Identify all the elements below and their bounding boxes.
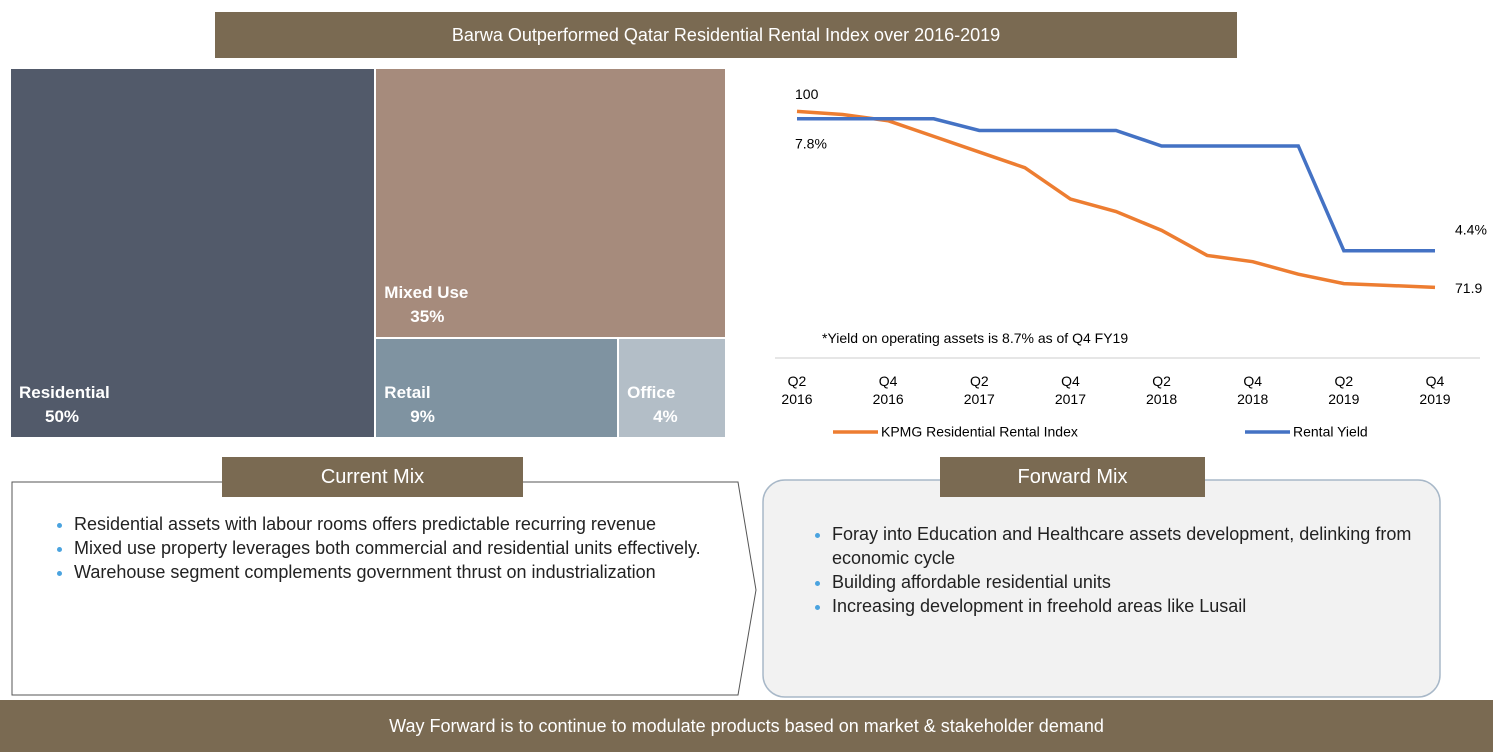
x-tick-label: Q4 2018 — [1237, 373, 1269, 407]
x-tick-label: Q2 2016 — [781, 373, 813, 407]
tile-label: Residential 50% — [19, 381, 110, 429]
treemap-tile: Residential 50% — [10, 68, 376, 438]
value-label: 9% — [410, 406, 435, 426]
data-label: 71.9 — [1455, 280, 1482, 296]
data-label: 4.4% — [1455, 221, 1487, 237]
tile-label: Retail 9% — [384, 381, 435, 429]
x-tick-label: Q4 2017 — [1054, 373, 1086, 407]
title-bar: Barwa Outperformed Qatar Residential Ren… — [215, 12, 1237, 58]
treemap: Residential 50% Mixed Use 35% Retail 9% Office… — [10, 68, 726, 438]
panel-title: Current Mix — [320, 466, 425, 488]
bullet-list: Residential assets with labour rooms off… — [52, 512, 734, 584]
line — [796, 109, 1436, 290]
data-label: 100 — [795, 86, 819, 102]
bullet: Increasing development in freehold areas… — [832, 594, 1432, 618]
x-tick-label: Q2 2017 — [963, 373, 995, 407]
bullet: Foray into Education and Healthcare asse… — [832, 522, 1432, 570]
category-label: Residential — [19, 383, 110, 402]
x-tick-label: Q4 2019 — [1419, 373, 1451, 407]
x-tick-label: Q2 2019 — [1328, 373, 1360, 407]
bullet: Residential assets with labour rooms off… — [74, 512, 734, 536]
footer: Way Forward is to continue to modulate p… — [389, 716, 1104, 736]
category-label: Office — [627, 382, 676, 402]
category-label: Retail — [384, 382, 431, 402]
value-label: 4% — [653, 406, 678, 426]
treemap-tile: Office 4% — [618, 337, 726, 438]
bullet: Mixed use property leverages both commer… — [74, 536, 734, 560]
bullet: Building affordable residential units — [832, 570, 1432, 594]
bullet: Warehouse segment complements government… — [74, 560, 734, 584]
x-tick-label: Q4 2016 — [872, 373, 904, 407]
line — [797, 117, 1435, 253]
treemap-tile: Retail 9% — [375, 337, 619, 438]
tile-label: Mixed Use 35% — [384, 281, 468, 329]
panel-tab: Current Mix — [222, 457, 523, 497]
treemap-tile: Mixed Use 35% — [375, 68, 726, 338]
panel-tab: Forward Mix — [940, 457, 1205, 497]
panel-title: Forward Mix — [1017, 466, 1128, 488]
legend-label: Rental Yield — [1293, 424, 1368, 440]
value-label: 50% — [45, 407, 80, 426]
line-chart: *Yield on operating assets is 8.7% as of… — [775, 86, 1487, 440]
value-label: 35% — [410, 306, 445, 326]
footer-bar: Way Forward is to continue to modulate p… — [0, 700, 1493, 752]
category-label: Mixed Use — [384, 282, 469, 302]
note: *Yield on operating assets is 8.7% as of… — [822, 330, 1128, 346]
legend-label: KPMG Residential Rental Index — [881, 424, 1078, 440]
panel-box — [11, 481, 757, 696]
data-label: 7.8% — [795, 136, 827, 152]
title: Barwa Outperformed Qatar Residential Ren… — [451, 25, 1001, 45]
bullet-list: Foray into Education and Healthcare asse… — [810, 522, 1432, 618]
x-tick-label: Q2 2018 — [1145, 373, 1178, 407]
tile-label: Office 4% — [627, 381, 678, 429]
